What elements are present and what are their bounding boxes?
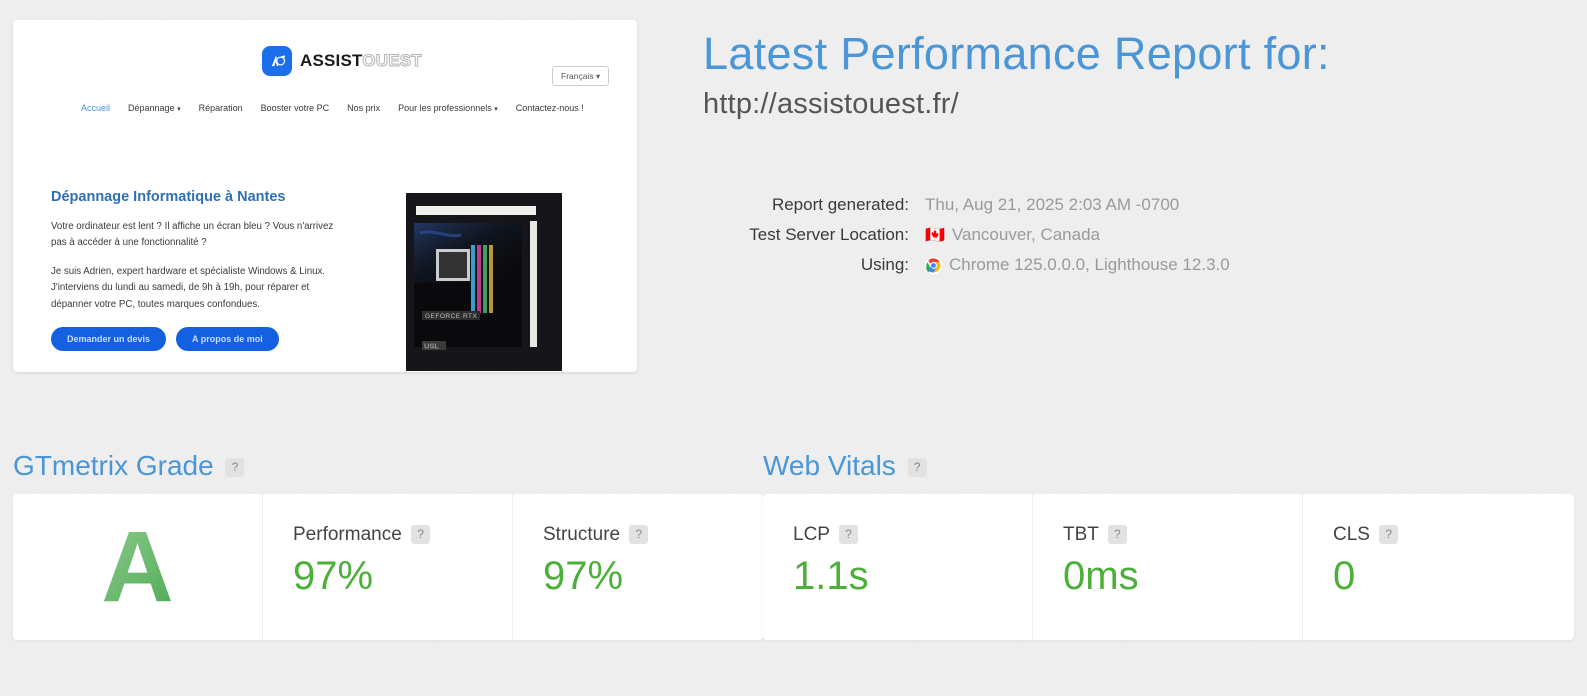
svg-text:USL: USL	[424, 342, 439, 351]
svg-text:GEFORCE RTX: GEFORCE RTX	[425, 313, 477, 320]
